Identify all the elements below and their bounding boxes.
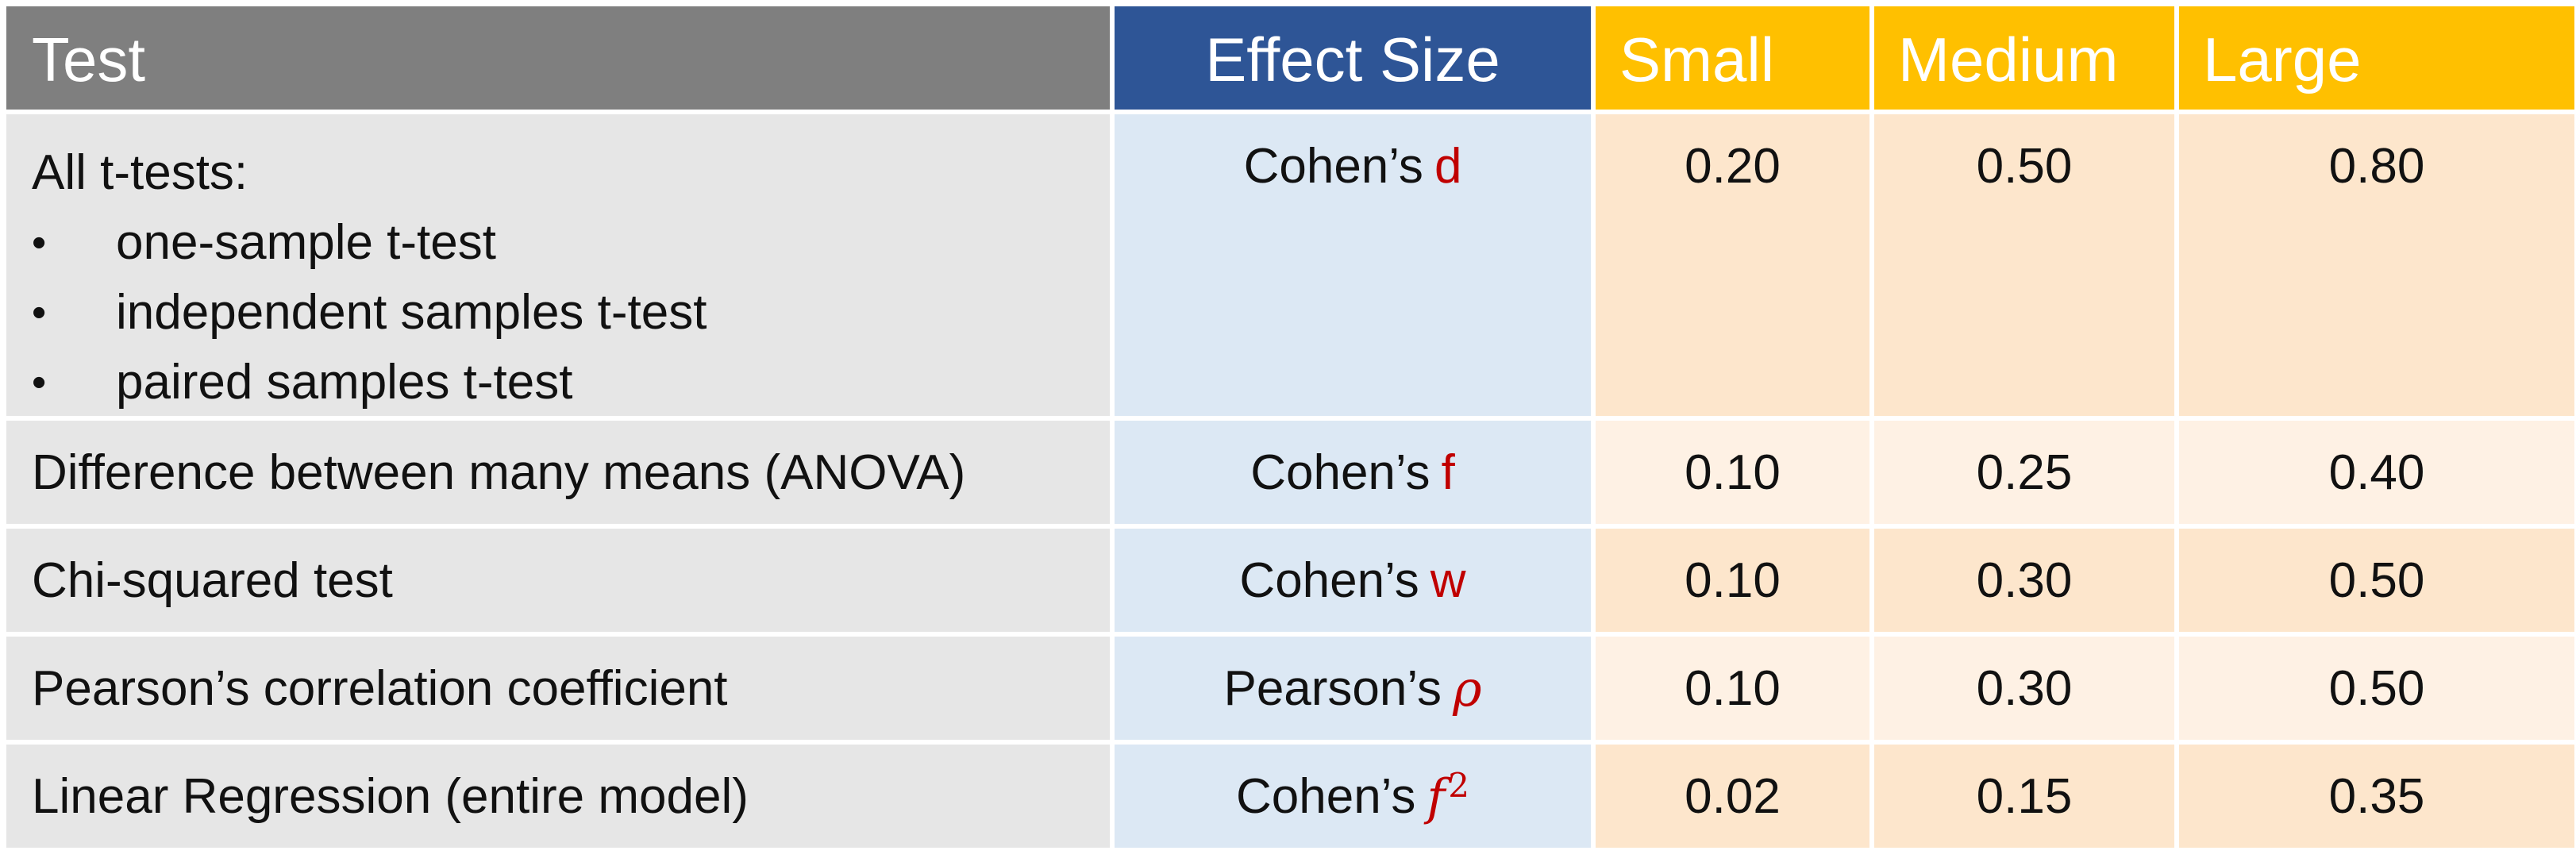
bullet-icon: • (32, 360, 47, 406)
bullet-text: one-sample t-test (116, 215, 496, 270)
row-chisq-effect: Cohen’s w (1115, 529, 1591, 632)
row-pearson-small: 0.10 (1596, 637, 1869, 740)
ttests-heading: All t-tests: (32, 145, 248, 200)
bullet-icon: • (32, 290, 47, 336)
row-ttests-effect: Cohen’s d (1115, 114, 1591, 416)
row-anova-effect: Cohen’s f (1115, 421, 1591, 524)
effect-prefix: Cohen’s (1235, 768, 1416, 824)
bullet-icon: • (32, 220, 47, 266)
bullet-text: independent samples t-test (116, 285, 707, 340)
row-pearson-test: Pearson’s correlation coefficient (6, 637, 1110, 740)
header-small: Small (1596, 6, 1869, 110)
effect-symbol: ρ (1453, 659, 1482, 718)
row-pearson-large: 0.50 (2179, 637, 2574, 740)
row-ttests-medium: 0.50 (1874, 114, 2174, 416)
row-regression-small: 0.02 (1596, 745, 1869, 848)
row-pearson-effect: Pearson’s ρ (1115, 637, 1591, 740)
row-pearson-medium: 0.30 (1874, 637, 2174, 740)
row-regression-effect: Cohen’s f2 (1115, 745, 1591, 848)
list-item: • one-sample t-test (32, 208, 1110, 278)
bullet-text: paired samples t-test (116, 355, 573, 410)
effect-symbol: d (1434, 139, 1462, 194)
header-test: Test (6, 6, 1110, 110)
row-anova-medium: 0.25 (1874, 421, 2174, 524)
row-chisq-test: Chi-squared test (6, 529, 1110, 632)
effect-symbol-base: f (1427, 768, 1446, 826)
row-chisq-medium: 0.30 (1874, 529, 2174, 632)
effect-prefix: Cohen’s (1243, 139, 1423, 194)
row-ttests-large: 0.80 (2179, 114, 2574, 416)
effect-symbol: f2 (1427, 766, 1469, 826)
row-ttests-small: 0.20 (1596, 114, 1869, 416)
effect-symbol: w (1430, 552, 1466, 608)
row-ttests-test: All t-tests: • one-sample t-test • indep… (6, 114, 1110, 416)
effect-prefix: Cohen’s (1250, 444, 1430, 500)
effect-size-table: Test Effect Size Small Medium Large All … (6, 6, 2574, 856)
row-anova-large: 0.40 (2179, 421, 2574, 524)
header-medium: Medium (1874, 6, 2174, 110)
effect-symbol: f (1441, 444, 1455, 500)
row-anova-small: 0.10 (1596, 421, 1869, 524)
list-item: • paired samples t-test (32, 348, 1110, 418)
header-effect-size: Effect Size (1115, 6, 1591, 110)
row-chisq-small: 0.10 (1596, 529, 1869, 632)
list-item: • independent samples t-test (32, 278, 1110, 348)
row-regression-test: Linear Regression (entire model) (6, 745, 1110, 848)
row-anova-test: Difference between many means (ANOVA) (6, 421, 1110, 524)
header-large: Large (2179, 6, 2574, 110)
effect-prefix: Cohen’s (1239, 552, 1419, 608)
effect-superscript: 2 (1448, 766, 1470, 806)
row-regression-large: 0.35 (2179, 745, 2574, 848)
row-regression-medium: 0.15 (1874, 745, 2174, 848)
row-chisq-large: 0.50 (2179, 529, 2574, 632)
effect-prefix: Pearson’s (1223, 660, 1442, 716)
